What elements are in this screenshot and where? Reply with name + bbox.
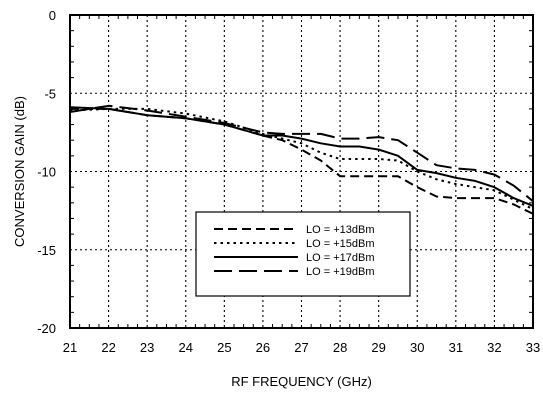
axis-ticks: 21 22 23 24 25 26 27 28 29 30 31 32 33 0 -5 -10 -15 -20 [37,8,540,355]
y-axis-title: CONVERSION GAIN (dB) [12,96,27,247]
x-axis-title: RF FREQUENCY (GHz) [231,374,372,389]
legend-label-1: LO = +13dBm [306,224,375,236]
series-line-2 [69,107,534,210]
legend-label-3: LO = +17dBm [306,252,375,264]
x-tick-label: 33 [526,340,540,355]
plot-frame [69,14,534,329]
series-line-4 [69,104,534,202]
y-tick-label: -15 [37,243,56,258]
x-tick-label: 31 [449,340,463,355]
x-tick-label: 29 [371,340,385,355]
series-lines [69,104,534,215]
y-tick-label: -20 [37,321,56,336]
legend-label-4: LO = +19dBm [306,266,375,278]
y-tick-label: -5 [44,86,56,101]
series-line-3 [69,106,534,207]
y-tick-label: -10 [37,165,56,180]
x-tick-label: 27 [294,340,308,355]
x-tick-label: 24 [179,340,193,355]
x-tick-label: 32 [487,340,501,355]
series-line-1 [70,107,534,215]
x-tick-label: 23 [140,340,154,355]
x-tick-label: 26 [256,340,270,355]
x-tick-label: 30 [410,340,424,355]
y-tick-label: 0 [49,8,56,23]
x-tick-label: 21 [63,340,77,355]
legend-box [195,211,411,297]
x-tick-label: 28 [333,340,347,355]
x-tick-label: 25 [217,340,231,355]
legend: LO = +13dBm LO = +15dBm LO = +17dBm LO = +1… [195,211,411,297]
x-tick-label: 22 [101,340,115,355]
legend-label-2: LO = +15dBm [306,238,375,250]
